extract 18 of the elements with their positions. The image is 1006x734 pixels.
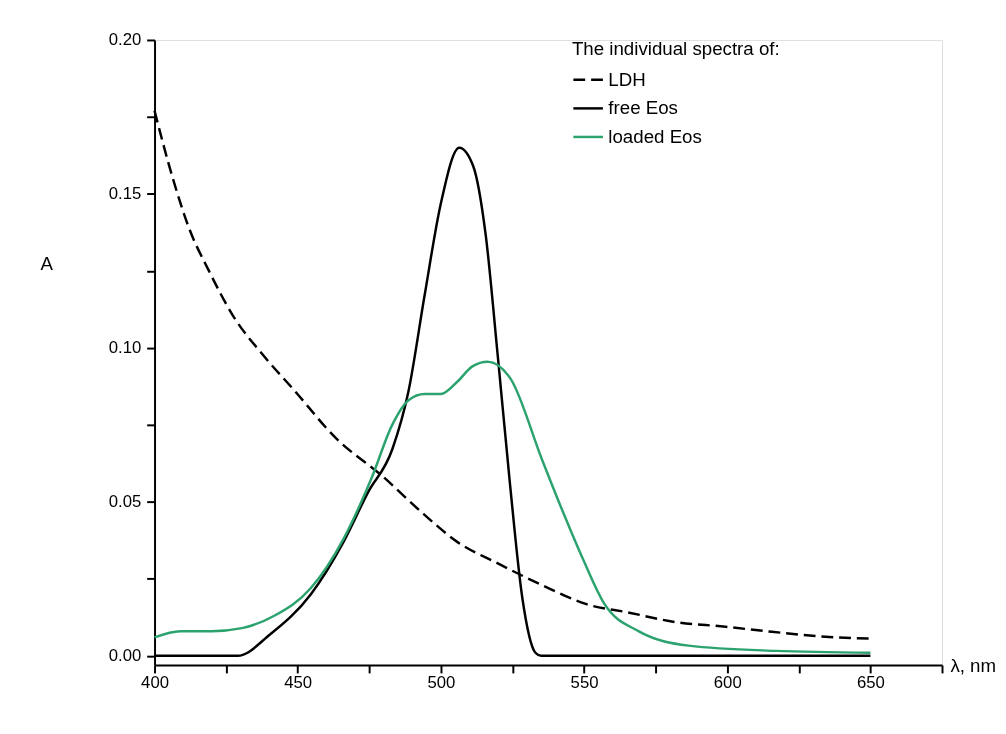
y-tick-label: 0.15 [108, 184, 142, 204]
x-axis-title: λ, nm [950, 655, 997, 677]
y-tick-label: 0.10 [108, 338, 142, 358]
line-series [153, 360, 872, 654]
y-axis-title: A [40, 253, 54, 275]
y-tick-label: 0.00 [108, 646, 142, 666]
y-tick-label: 0.20 [108, 30, 142, 50]
x-tick-label: 450 [284, 673, 313, 693]
legend-label: free Eos [608, 97, 678, 119]
x-tick-label: 500 [427, 673, 456, 693]
y-tick-label: 0.05 [108, 492, 142, 512]
legend-title: The individual spectra of: [571, 37, 780, 59]
x-tick-label: 400 [141, 673, 169, 693]
x-tick-label: 550 [570, 673, 599, 693]
x-tick-label: 600 [713, 673, 742, 693]
x-tick-label: 650 [856, 673, 885, 693]
legend-label: LDH [608, 68, 646, 90]
legend-label: loaded Eos [608, 125, 702, 147]
